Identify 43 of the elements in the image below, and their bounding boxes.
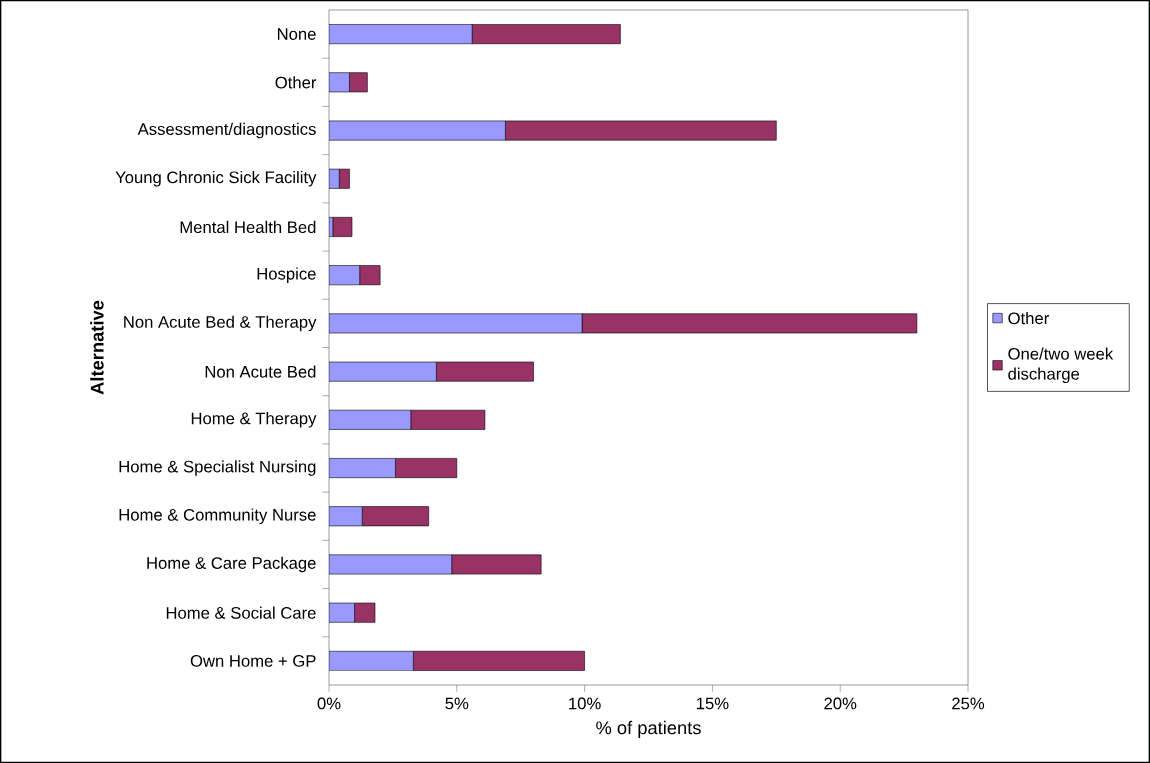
y-tick-label: Non Acute Bed & Therapy bbox=[124, 315, 317, 332]
bar bbox=[329, 409, 412, 430]
bar bbox=[329, 506, 363, 527]
y-tick-label: Other bbox=[275, 76, 317, 89]
legend-label: One/two week discharge bbox=[1008, 347, 1114, 384]
y-tick-label: Home & Therapy bbox=[191, 412, 317, 428]
bar bbox=[329, 554, 452, 575]
x-tick-label: 5% bbox=[445, 697, 469, 710]
legend-label: Other bbox=[1008, 311, 1049, 325]
x-tick-label: 20% bbox=[824, 697, 857, 710]
y-tick-label: Hospice bbox=[257, 267, 316, 283]
bar bbox=[332, 217, 353, 237]
y-tick-label: Non Acute Bed bbox=[205, 365, 316, 378]
x-tick-label: 15% bbox=[697, 697, 729, 710]
x-tick-label: 10% bbox=[569, 697, 601, 710]
bar bbox=[329, 120, 506, 141]
bar bbox=[329, 458, 396, 478]
bar bbox=[338, 168, 350, 189]
bar bbox=[359, 265, 381, 286]
bar bbox=[410, 409, 486, 430]
y-tick-label: Home & Specialist Nursing bbox=[119, 460, 316, 476]
bar bbox=[395, 458, 458, 478]
y-tick-label: None bbox=[277, 28, 316, 40]
bar bbox=[329, 650, 414, 671]
y-tick-label: Home & Community Nurse bbox=[119, 508, 316, 525]
y-axis-title: Alternative bbox=[90, 300, 104, 395]
bar bbox=[329, 313, 583, 334]
x-axis-title: % of patients bbox=[596, 720, 701, 738]
y-tick-label: Mental Health Bed bbox=[180, 220, 316, 234]
bar bbox=[361, 506, 429, 527]
y-tick-label: Home & Care Package bbox=[147, 556, 316, 573]
x-tick-label: 25% bbox=[952, 697, 985, 710]
bar bbox=[329, 24, 473, 45]
bar bbox=[354, 602, 376, 623]
bar bbox=[451, 554, 542, 575]
y-tick-label: Assessment/diagnostics bbox=[137, 122, 316, 139]
bar bbox=[329, 361, 437, 382]
y-tick-label: Home & Social Care bbox=[166, 606, 316, 619]
bar bbox=[349, 72, 368, 93]
y-tick-label: Own Home + GP bbox=[190, 655, 316, 667]
x-tick-label: 0% bbox=[317, 697, 341, 710]
y-tick-label: Young Chronic Sick Facility bbox=[115, 170, 317, 187]
bar bbox=[436, 361, 534, 382]
